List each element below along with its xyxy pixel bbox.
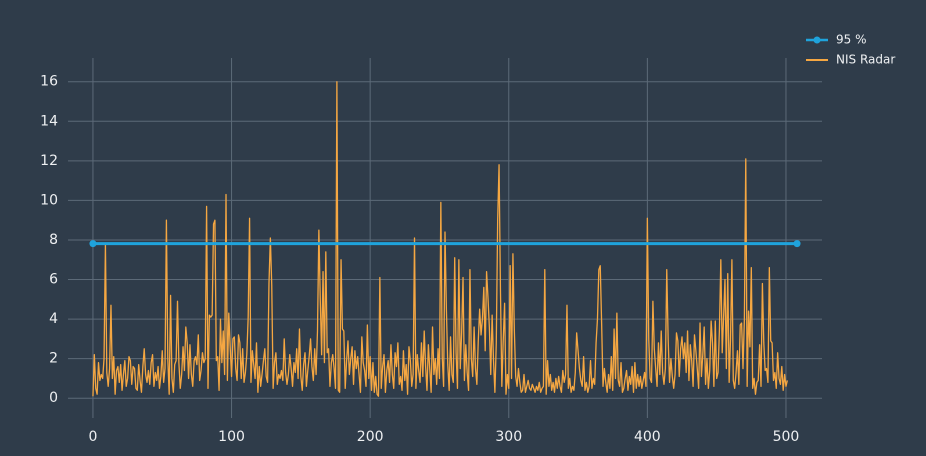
legend: 95 % NIS Radar [806, 33, 895, 67]
x-tick-label: 400 [634, 429, 661, 445]
series-line [92, 81, 788, 397]
y-tick-label: 10 [40, 192, 58, 208]
y-tick-label: 6 [49, 272, 58, 288]
x-tick-label: 100 [218, 429, 245, 445]
y-tick-label: 8 [49, 232, 58, 248]
marker [89, 240, 97, 248]
marker [793, 240, 801, 248]
y-tick-label: 16 [40, 74, 58, 90]
y-tick-label: 4 [49, 311, 58, 327]
legend-marker [813, 36, 821, 44]
y-tick-label: 2 [49, 351, 58, 367]
x-tick-label: 500 [773, 429, 800, 445]
legend-label: 95 % [836, 33, 867, 47]
y-tick-label: 14 [40, 113, 58, 129]
x-tick-label: 300 [495, 429, 522, 445]
legend-label: NIS Radar [836, 53, 895, 67]
y-tick-label: 0 [49, 390, 58, 406]
x-tick-label: 200 [357, 429, 384, 445]
y-tick-label: 12 [40, 153, 58, 169]
x-tick-label: 0 [88, 429, 97, 445]
